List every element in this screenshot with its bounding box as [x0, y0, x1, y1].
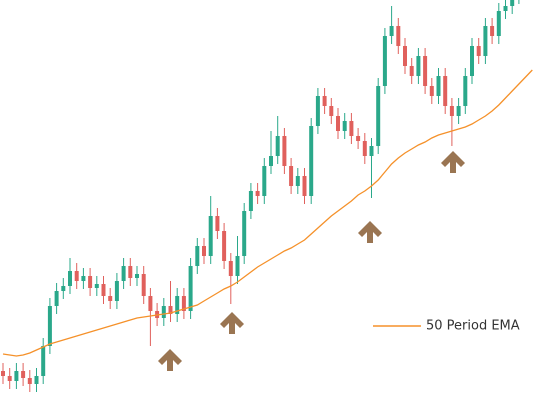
- candle-body: [483, 26, 488, 56]
- legend-label: 50 Period EMA: [426, 319, 520, 334]
- candle-body: [242, 211, 247, 256]
- candle-body: [68, 271, 72, 286]
- candle-body: [202, 246, 206, 256]
- candle-body: [47, 306, 52, 346]
- candle-body: [470, 46, 474, 76]
- candle-body: [175, 296, 180, 314]
- candle-body: [81, 276, 86, 281]
- candle-body: [27, 378, 32, 384]
- candle-body: [101, 284, 106, 296]
- candle-body: [215, 216, 220, 231]
- legend: 50 Period EMA: [373, 319, 520, 334]
- candle-body: [228, 261, 233, 276]
- candle-body: [329, 106, 334, 116]
- candle-body: [336, 116, 340, 131]
- candle-body: [135, 274, 139, 278]
- candle-body: [168, 306, 173, 314]
- candle-body: [289, 166, 294, 186]
- candle-body: [269, 156, 273, 166]
- candle-body: [141, 274, 146, 296]
- candle-body: [423, 56, 428, 86]
- candle-body: [148, 296, 153, 311]
- candle-body: [7, 376, 12, 381]
- candle-body: [510, 0, 515, 6]
- candle-body: [490, 26, 495, 36]
- candle-body: [208, 216, 213, 256]
- candle-body: [248, 191, 253, 211]
- candle-body: [463, 76, 468, 106]
- candle-body: [262, 166, 267, 196]
- candle-body: [382, 36, 387, 86]
- candle-body: [21, 371, 26, 378]
- candle-body: [14, 371, 19, 381]
- candle-body: [376, 86, 381, 146]
- candle-body: [449, 106, 454, 116]
- candle-body: [114, 281, 119, 301]
- candle-body: [255, 191, 260, 196]
- candle-body: [61, 286, 66, 291]
- candle-body: [88, 276, 93, 288]
- candle-body: [222, 231, 227, 261]
- candle-body: [309, 126, 314, 196]
- arrow: [220, 312, 244, 334]
- candle-body: [295, 176, 300, 186]
- candle-body: [128, 266, 133, 278]
- candle-body: [362, 141, 367, 156]
- candle-body: [369, 146, 374, 156]
- candle-body: [456, 106, 461, 116]
- candle-body: [181, 296, 186, 311]
- arrows: [158, 151, 465, 371]
- candle-body: [349, 121, 354, 136]
- candle-body: [1, 371, 5, 376]
- candle-body: [302, 176, 307, 196]
- candle-body: [429, 86, 434, 96]
- candle-body: [416, 56, 421, 76]
- candle-body: [322, 96, 327, 106]
- plot-area: [1, 0, 533, 392]
- candle-body: [409, 66, 414, 76]
- candle-body: [41, 346, 46, 376]
- candle-body: [282, 136, 287, 166]
- candle-body: [496, 11, 501, 36]
- candle-body: [235, 256, 240, 276]
- candle-body: [54, 291, 59, 306]
- arrow: [158, 349, 182, 371]
- candle-body: [396, 26, 401, 46]
- candle-body: [403, 46, 407, 66]
- arrow: [441, 151, 465, 173]
- candle-body: [315, 96, 320, 126]
- candle-body: [108, 296, 113, 301]
- candle-body: [342, 121, 347, 131]
- candle-body: [94, 284, 99, 288]
- candle-body: [275, 136, 280, 156]
- ema-line: [2, 69, 533, 357]
- candle-body: [34, 376, 39, 384]
- candle-body: [188, 266, 193, 311]
- candle-body: [74, 271, 79, 281]
- candle-body: [356, 136, 361, 141]
- arrow: [358, 221, 382, 243]
- candle-body: [476, 46, 481, 56]
- candle-body: [389, 26, 394, 36]
- candle-body: [121, 266, 126, 281]
- candle-body: [161, 306, 166, 318]
- candle-body: [436, 76, 441, 96]
- candle-body: [195, 246, 200, 266]
- candle-body: [443, 76, 448, 106]
- candle-body: [503, 6, 508, 11]
